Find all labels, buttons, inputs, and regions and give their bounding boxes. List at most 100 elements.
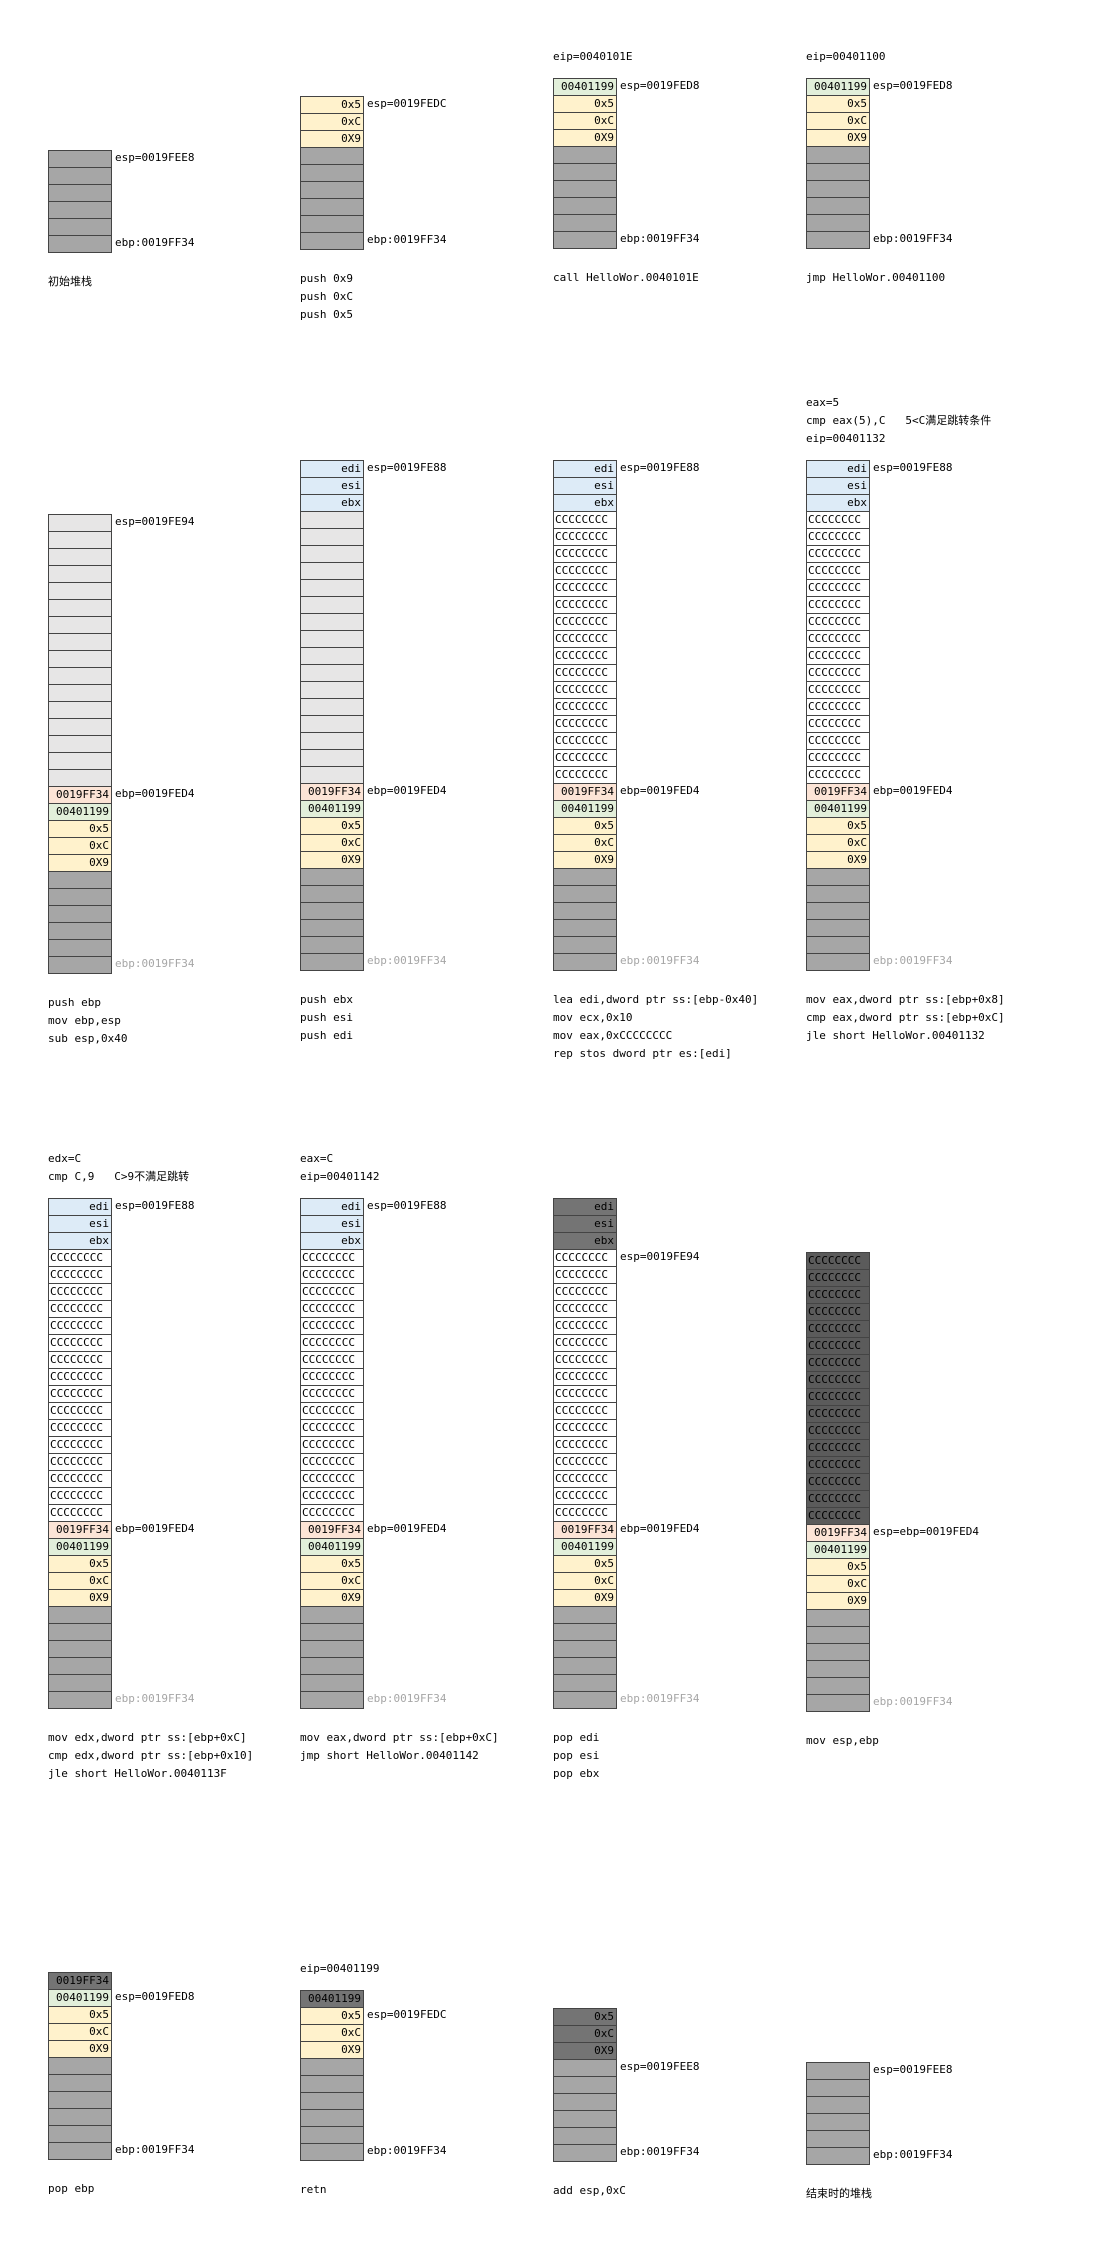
stack-cell [553, 885, 617, 903]
stack-cell [48, 888, 112, 906]
instruction-caption: add esp,0xC [553, 2184, 626, 2197]
register-pointer-label: ebp:0019FF34 [620, 954, 700, 967]
instruction-caption: push esi [300, 1011, 353, 1024]
stack-cell [48, 905, 112, 923]
stack-cell: CCCCCCCC [806, 1320, 870, 1338]
register-pointer-label: ebp=0019FED4 [367, 784, 447, 797]
register-pointer-label: esp=0019FED8 [873, 79, 953, 92]
register-pointer-label: esp=0019FE88 [367, 461, 447, 474]
stack-cell [300, 1640, 364, 1658]
stack-cell: CCCCCCCC [806, 1269, 870, 1287]
stack-cell: CCCCCCCC [300, 1317, 364, 1335]
stack-cell: 0x5 [48, 820, 112, 838]
register-pointer-label: ebp:0019FF34 [620, 2145, 700, 2158]
stack-cell: CCCCCCCC [806, 562, 870, 580]
register-pointer-label: esp=0019FE88 [367, 1199, 447, 1212]
stack-cell [553, 163, 617, 181]
stack-cell [806, 885, 870, 903]
stack-cell: CCCCCCCC [48, 1249, 112, 1267]
stack-cell: 0xC [48, 1572, 112, 1590]
instruction-caption: pop ebp [48, 2182, 95, 2195]
stack-cell: edi [300, 460, 364, 478]
stack-cell: CCCCCCCC [300, 1419, 364, 1437]
stack-cell: 0X9 [806, 851, 870, 869]
stack-cell [48, 633, 112, 651]
stack-cell: CCCCCCCC [553, 1300, 617, 1318]
instruction-caption: mov eax,dword ptr ss:[ebp+0xC] [300, 1731, 499, 1744]
stack-cell: CCCCCCCC [553, 1419, 617, 1437]
instruction-caption: push ebp [48, 996, 101, 1009]
stack-cell: CCCCCCCC [806, 715, 870, 733]
stack-cell: CCCCCCCC [806, 1405, 870, 1423]
stack-cell: CCCCCCCC [48, 1470, 112, 1488]
stack-cell: CCCCCCCC [48, 1436, 112, 1454]
stack-cell [48, 684, 112, 702]
stack-cell: 0019FF34 [48, 786, 112, 804]
instruction-caption: push 0xC [300, 290, 353, 303]
register-pointer-label: ebp=0019FED4 [367, 1522, 447, 1535]
stack-cell: CCCCCCCC [300, 1402, 364, 1420]
register-pointer-label: esp=0019FE94 [620, 1250, 700, 1263]
stack-cell [300, 664, 364, 682]
stack-cell: 00401199 [48, 1538, 112, 1556]
stack-cell [553, 2110, 617, 2128]
stack-cell: CCCCCCCC [553, 681, 617, 699]
stack-cell: esi [553, 477, 617, 495]
stack-cell [300, 545, 364, 563]
instruction-caption: rep stos dword ptr es:[edi] [553, 1047, 732, 1060]
stack-cell [806, 868, 870, 886]
stack-cell [300, 715, 364, 733]
stack-cell: ebx [806, 494, 870, 512]
stack-cell [48, 939, 112, 957]
stack-cell: CCCCCCCC [806, 613, 870, 631]
stack-cell [553, 1640, 617, 1658]
stack-cell: 0x5 [806, 1558, 870, 1576]
stack-cell: 0X9 [300, 851, 364, 869]
stack-cell [48, 1640, 112, 1658]
register-pointer-label: esp=0019FE94 [115, 515, 195, 528]
stack-cell [48, 752, 112, 770]
stack-cell: CCCCCCCC [553, 1334, 617, 1352]
stack-cell [553, 2059, 617, 2077]
stack-cell [48, 701, 112, 719]
instruction-caption: cmp eax,dword ptr ss:[ebp+0xC] [806, 1011, 1005, 1024]
stack-cell: 0x5 [300, 96, 364, 114]
register-pointer-label: ebp:0019FF34 [873, 954, 953, 967]
stack-cell: 0x5 [553, 817, 617, 835]
stack-cell: CCCCCCCC [553, 1385, 617, 1403]
stack-cell: edi [300, 1198, 364, 1216]
stack-cell: CCCCCCCC [806, 1337, 870, 1355]
stack-cell: CCCCCCCC [553, 732, 617, 750]
stack-cell: CCCCCCCC [806, 579, 870, 597]
stack-cell: CCCCCCCC [806, 1252, 870, 1270]
stack-cell: 0x5 [48, 2006, 112, 2024]
instruction-caption: 初始堆栈 [48, 275, 92, 288]
stack-cell: 0xC [806, 1575, 870, 1593]
stack-cell: CCCCCCCC [806, 1303, 870, 1321]
stack-cell [806, 231, 870, 249]
stack-cell [48, 565, 112, 583]
stack-cell [553, 936, 617, 954]
stack-cell [300, 698, 364, 716]
stack-cell [806, 1609, 870, 1627]
stack-cell: CCCCCCCC [553, 545, 617, 563]
instruction-caption: push 0x5 [300, 308, 353, 321]
stack-cell [806, 953, 870, 971]
stack-cell: CCCCCCCC [553, 715, 617, 733]
register-pointer-label: esp=0019FEE8 [620, 2060, 700, 2073]
stack-cell: CCCCCCCC [300, 1300, 364, 1318]
stack-cell [48, 735, 112, 753]
stack-cell: CCCCCCCC [553, 1504, 617, 1522]
stack-cell [300, 596, 364, 614]
stack-cell [48, 1606, 112, 1624]
stack-cell: 0xC [553, 2025, 617, 2043]
stack-cell [48, 531, 112, 549]
stack-cell: 0xC [553, 834, 617, 852]
stack-cell: CCCCCCCC [48, 1419, 112, 1437]
stack-cell [553, 2144, 617, 2162]
stack-cell: ebx [300, 1232, 364, 1250]
stack-cell: CCCCCCCC [553, 1368, 617, 1386]
stack-cell [300, 885, 364, 903]
stack-cell: 00401199 [806, 78, 870, 96]
stack-cell: CCCCCCCC [806, 528, 870, 546]
